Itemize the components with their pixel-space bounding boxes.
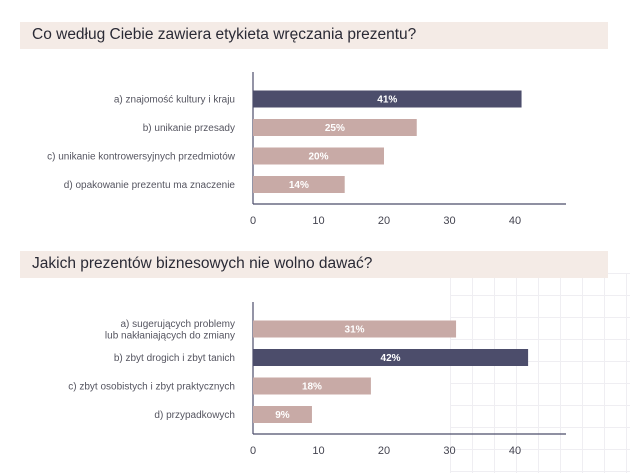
chart-2-header: Jakich prezentów biznesowych nie wolno d… — [20, 251, 608, 278]
chart-1-title: Co według Ciebie zawiera etykieta wręcza… — [32, 26, 417, 43]
chart-2-category-label: d) przypadkowych — [154, 410, 235, 421]
chart-2-bar — [253, 320, 457, 338]
chart-2-bar-value-label: 31% — [345, 325, 365, 336]
chart-2-tick-label: 10 — [312, 445, 324, 457]
chart-1-tick-label: 40 — [509, 215, 521, 227]
chart-1-tick-label: 30 — [443, 215, 455, 227]
chart-2-bar-value-label: 9% — [275, 410, 290, 421]
chart-1-tick-label: 0 — [250, 215, 256, 227]
chart-1-category-label: c) unikanie kontrowersyjnych przedmiotów — [47, 152, 236, 163]
chart-1-category-label: b) unikanie przesady — [143, 123, 235, 134]
chart-2-tick-label: 30 — [443, 445, 455, 457]
chart-1-bar — [253, 90, 522, 108]
chart-1-bar — [253, 176, 345, 193]
chart-1: 0 10 20 30 40 41% a) znajomość kultury i kraju… — [47, 72, 566, 227]
chart-2: 0 10 20 30 40 31% a) sugerujących problemy lub … — [68, 302, 566, 457]
chart-2-bar — [253, 406, 312, 423]
chart-1-bar-value-label: 14% — [289, 180, 309, 191]
chart-1-bar — [253, 119, 417, 136]
chart-2-category-label: c) zbyt osobistych i zbyt praktycznych — [68, 382, 235, 393]
chart-2-tick-label: 20 — [378, 445, 390, 457]
chart-1-tick-label: 20 — [378, 215, 390, 227]
chart-1-category-label: a) znajomość kultury i kraju — [114, 95, 235, 106]
chart-1-bar-value-label: 20% — [308, 152, 328, 163]
chart-1-header: Co według Ciebie zawiera etykieta wręcza… — [20, 22, 608, 49]
chart-2-bar-value-label: 42% — [381, 353, 401, 364]
chart-2-category-label: b) zbyt drogich i zbyt tanich — [114, 353, 235, 364]
chart-2-title: Jakich prezentów biznesowych nie wolno d… — [32, 255, 373, 272]
chart-2-tick-label: 0 — [250, 445, 256, 457]
chart-2-bar — [253, 377, 371, 395]
background-grid — [450, 273, 630, 473]
chart-1-category-label: d) opakowanie prezentu ma znaczenie — [64, 180, 236, 191]
chart-1-tick-label: 10 — [312, 215, 324, 227]
chart-2-bar-value-label: 18% — [302, 382, 322, 393]
chart-1-bar-value-label: 41% — [377, 95, 397, 106]
chart-1-bar-value-label: 25% — [325, 123, 345, 134]
chart-2-tick-label: 40 — [509, 445, 521, 457]
chart-2-category-label: a) sugerujących problemy lub nakłaniający… — [105, 319, 235, 342]
chart-2-bar — [253, 349, 529, 366]
chart-1-bar — [253, 147, 384, 165]
